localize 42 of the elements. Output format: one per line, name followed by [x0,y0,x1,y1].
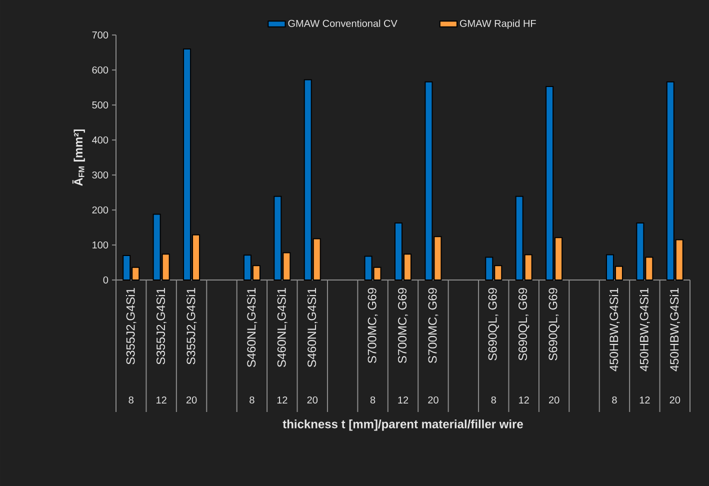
x-axis-title: thickness t [mm]/parent material/filler wire [282,420,523,431]
legend-label: GMAW Conventional CV [288,20,398,27]
text: 20 [428,396,438,404]
y-tick-label: 500 [92,101,108,109]
x-tick-label: S700MC, G69 [368,288,378,364]
text: 8 [612,396,617,404]
text: 12 [398,396,408,404]
y-tick-label: 300 [92,171,108,179]
x-tick-label: S690QL, G69 [488,288,499,360]
text: 20 [548,396,560,404]
x-tick-label: S460NL,G4Si1 [246,288,258,368]
y-axis-title: Ā$_{FM}$ [mm²] [72,129,85,186]
x-tick-label: 450HBW,G4Si1 [670,288,680,372]
x-tick-label: S700MC, G69 [428,288,438,364]
x-tick-label: S460NL,G4Si1 [307,288,318,368]
x-tick-label: S690QL, G69 [518,288,530,360]
y-tick-label: 700 [92,31,108,39]
legend-label: GMAW Rapid HF [460,20,536,29]
text: 8 [370,396,376,404]
x-tick-label: S460NL,G4Si1 [277,288,288,368]
text: 8 [250,396,254,404]
text: 8 [128,396,134,404]
y-tick-label: 600 [92,66,108,74]
x-tick-label: S690QL, G69 [548,288,560,360]
x-tick-label: 450HBW,G4Si1 [609,288,620,372]
x-tick-label: 450HBW,G4Si1 [640,288,650,372]
text: 12 [156,396,166,404]
x-tick-label: S355J2,G4Si1 [186,288,197,364]
text: 12 [640,396,650,404]
y-tick-label: 200 [92,206,108,214]
text: 20 [670,396,680,404]
text: 20 [307,396,318,404]
x-tick-label: S355J2,G4Si1 [156,288,166,364]
text: 20 [186,396,197,404]
text: 12 [277,396,288,404]
text: 8 [491,396,496,404]
y-tick-label: 0 [103,276,108,284]
y-tick-label: 100 [92,241,108,249]
y-tick-label: 400 [92,136,108,144]
x-tick-label: S355J2,G4Si1 [126,288,136,364]
x-tick-label: S700MC, G69 [398,288,408,364]
text: 12 [519,396,529,404]
